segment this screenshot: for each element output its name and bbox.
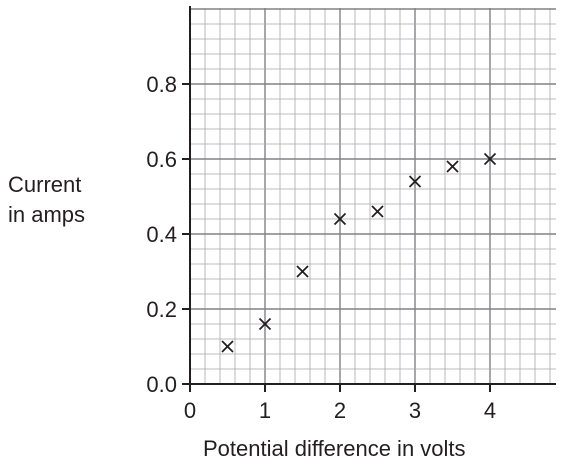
x-tick-label: 2 (334, 398, 346, 423)
x-tick-label: 0 (184, 398, 196, 423)
tick-labels: 0.0 0.2 0.4 0.6 0.8 0 1 2 3 4 (146, 72, 496, 423)
data-point-marker (446, 160, 459, 173)
axes (182, 6, 556, 392)
x-tick-label: 3 (409, 398, 421, 423)
y-axis-label-line-2: in amps (8, 202, 86, 227)
data-point-marker (296, 265, 309, 278)
marker-stroke (258, 317, 272, 331)
y-tick-label: 0.8 (146, 72, 177, 97)
data-points (221, 152, 497, 353)
data-point-marker (408, 175, 422, 188)
x-axis-label: Potential difference in volts (203, 436, 466, 461)
marker-stroke (221, 340, 234, 353)
y-tick-label: 0.2 (146, 297, 177, 322)
y-tick-label: 0.6 (146, 147, 177, 172)
y-tick-label: 0.0 (146, 372, 177, 397)
marker-stroke (371, 205, 384, 218)
marker-stroke (483, 152, 497, 166)
grid (189, 8, 556, 385)
data-point-marker (333, 212, 347, 226)
marker-stroke (446, 160, 459, 173)
marker-stroke (333, 212, 347, 226)
y-axis-label: Current in amps (8, 170, 118, 230)
y-axis-label-line-1: Current (8, 172, 82, 197)
data-point-marker (221, 340, 234, 353)
x-tick-label: 4 (484, 398, 496, 423)
marker-stroke (296, 265, 309, 278)
data-point-marker (258, 317, 272, 331)
data-point-marker (371, 205, 384, 218)
y-tick-label: 0.4 (146, 222, 177, 247)
marker-stroke (408, 175, 422, 188)
x-tick-label: 1 (259, 398, 271, 423)
data-point-marker (483, 152, 497, 166)
